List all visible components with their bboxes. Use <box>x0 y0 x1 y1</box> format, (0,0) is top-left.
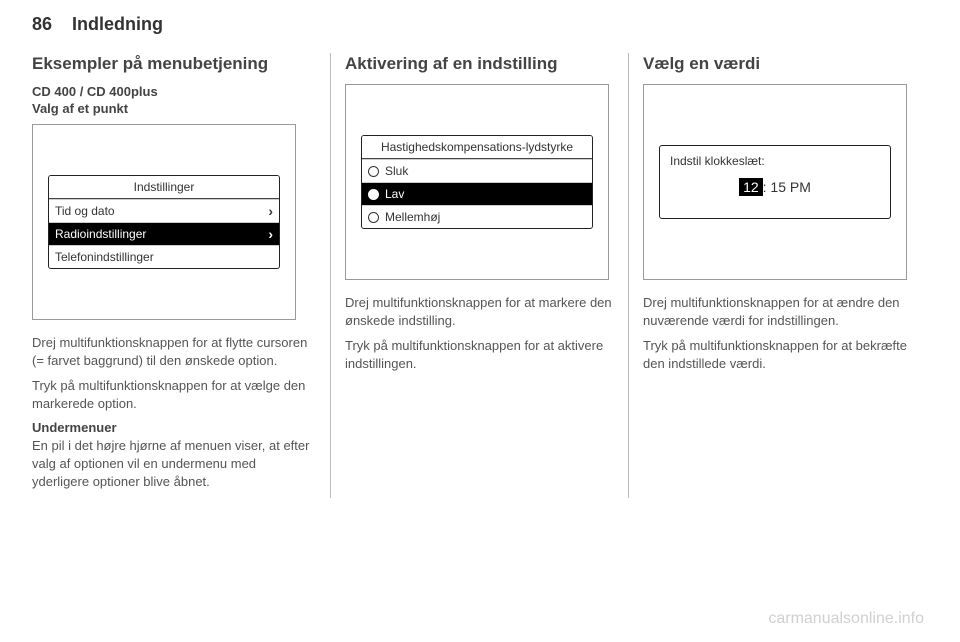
watermark: carmanualsonline.info <box>768 610 924 628</box>
col1-heading: Eksempler på menubetjening <box>32 53 316 74</box>
col1-sub3: Undermenuer <box>32 420 316 435</box>
col3-p2: Tryk på multifunktionsknappen for at bek… <box>643 337 912 372</box>
column-2: Aktivering af en indstilling Hastighedsk… <box>330 53 628 498</box>
settings-mock-panel: Indstillinger Tid og dato › Radioindstil… <box>48 175 280 269</box>
volume-row-2-label: Lav <box>385 187 404 201</box>
column-1: Eksempler på menubetjening CD 400 / CD 4… <box>32 53 330 498</box>
clock-hour: 12 <box>739 178 763 196</box>
clock-rest: : 15 PM <box>763 179 811 195</box>
volume-row-3: Mellemhøj <box>362 205 592 228</box>
chevron-right-icon: › <box>268 203 273 219</box>
column-3: Vælg en værdi Indstil klokkeslæt: 12: 15… <box>628 53 926 498</box>
col1-p3: En pil i det højre hjørne af menuen vise… <box>32 437 316 490</box>
chevron-right-icon: › <box>268 226 273 242</box>
radio-icon <box>368 212 379 223</box>
clock-label: Indstil klokkeslæt: <box>670 154 880 168</box>
col3-p1: Drej multifunktionsknappen for at ændre … <box>643 294 912 329</box>
settings-row-1: Tid og dato › <box>49 199 279 222</box>
volume-row-1-label: Sluk <box>385 164 408 178</box>
col2-p2: Tryk på multifunktionsknappen for at akt… <box>345 337 614 372</box>
volume-row-3-label: Mellemhøj <box>385 210 440 224</box>
settings-row-3-label: Telefonindstillinger <box>55 250 154 264</box>
clock-display-mock: Indstil klokkeslæt: 12: 15 PM <box>643 84 907 280</box>
settings-mock-title: Indstillinger <box>49 176 279 199</box>
col2-heading: Aktivering af en indstilling <box>345 53 614 74</box>
content-columns: Eksempler på menubetjening CD 400 / CD 4… <box>0 43 960 498</box>
col1-p2: Tryk på multifunktionsknappen for at væl… <box>32 377 316 412</box>
volume-display-mock: Hastighedskompensations-lydstyrke Sluk L… <box>345 84 609 280</box>
page-header: 86 Indledning <box>0 0 960 43</box>
volume-row-1: Sluk <box>362 159 592 182</box>
radio-selected-icon <box>368 189 379 200</box>
volume-mock-panel: Hastighedskompensations-lydstyrke Sluk L… <box>361 135 593 229</box>
radio-icon <box>368 166 379 177</box>
settings-row-2-label: Radioindstillinger <box>55 227 146 241</box>
col1-p1: Drej multifunktionsknappen for at flytte… <box>32 334 316 369</box>
volume-mock-title: Hastighedskompensations-lydstyrke <box>362 136 592 159</box>
clock-mock-panel: Indstil klokkeslæt: 12: 15 PM <box>659 145 891 219</box>
volume-row-2: Lav <box>362 182 592 205</box>
clock-value: 12: 15 PM <box>670 178 880 196</box>
settings-row-3: Telefonindstillinger <box>49 245 279 268</box>
col3-heading: Vælg en værdi <box>643 53 912 74</box>
page-section-title: Indledning <box>72 14 163 35</box>
settings-row-2: Radioindstillinger › <box>49 222 279 245</box>
col1-subheading: CD 400 / CD 400plus <box>32 84 316 99</box>
settings-row-1-label: Tid og dato <box>55 204 115 218</box>
page-number: 86 <box>32 14 52 35</box>
settings-display-mock: Indstillinger Tid og dato › Radioindstil… <box>32 124 296 320</box>
col1-sub2: Valg af et punkt <box>32 101 316 116</box>
col2-p1: Drej multifunktionsknappen for at marker… <box>345 294 614 329</box>
